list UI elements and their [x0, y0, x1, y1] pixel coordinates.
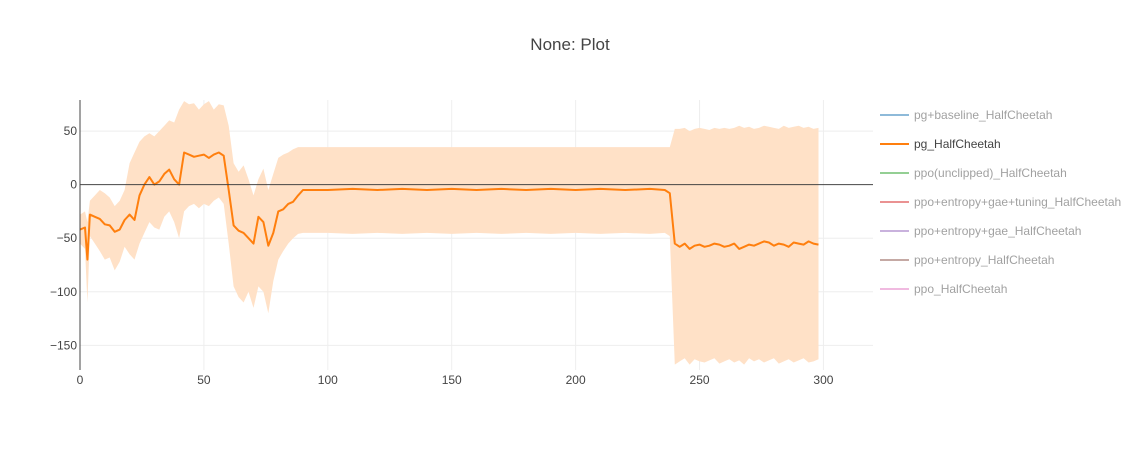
y-tick-label: −150 — [50, 338, 77, 352]
legend-item[interactable]: ppo(unclipped)_HalfCheetah — [880, 166, 1067, 180]
legend-item[interactable]: ppo+entropy+gae+tuning_HalfCheetah — [880, 195, 1121, 209]
y-tick-label: 0 — [70, 178, 77, 192]
legend-label: ppo+entropy+gae+tuning_HalfCheetah — [914, 195, 1121, 209]
x-tick-label: 200 — [566, 373, 586, 387]
legend[interactable]: pg+baseline_HalfCheetah pg_HalfCheetahppo… — [880, 108, 1121, 296]
series-line-layer — [79, 151, 819, 261]
confidence-band-layer — [80, 101, 819, 365]
series-band-1 — [80, 101, 819, 365]
y-tick-label: −100 — [50, 285, 77, 299]
x-tick-label: 0 — [77, 373, 84, 387]
legend-label: ppo_HalfCheetah — [914, 282, 1007, 296]
legend-label: ppo+entropy_HalfCheetah — [914, 253, 1054, 267]
y-tick-label: 50 — [64, 124, 78, 138]
axes — [79, 100, 873, 370]
x-tick-label: 50 — [197, 373, 211, 387]
legend-item[interactable]: pg+baseline_HalfCheetah — [880, 108, 1052, 122]
chart-title: None: Plot — [530, 35, 610, 54]
legend-item[interactable]: pg_HalfCheetah — [880, 137, 1001, 151]
legend-label: pg_HalfCheetah — [914, 137, 1001, 151]
series-line-1 — [79, 151, 819, 261]
legend-item[interactable]: ppo+entropy_HalfCheetah — [880, 253, 1054, 267]
x-tick-label: 250 — [690, 373, 710, 387]
x-tick-label: 100 — [318, 373, 338, 387]
legend-label: pg+baseline_HalfCheetah — [914, 108, 1052, 122]
legend-item[interactable]: ppo+entropy+gae_HalfCheetah — [880, 224, 1081, 238]
legend-label: ppo(unclipped)_HalfCheetah — [914, 166, 1067, 180]
tick-labels: 0 50 100 150 200 250 300 50 0 −50 −100 −150 — [50, 124, 834, 387]
legend-label: ppo+entropy+gae_HalfCheetah — [914, 224, 1081, 238]
y-tick-label: −50 — [57, 231, 78, 245]
x-tick-label: 150 — [442, 373, 462, 387]
legend-item[interactable]: ppo_HalfCheetah — [880, 282, 1007, 296]
x-tick-label: 300 — [813, 373, 833, 387]
